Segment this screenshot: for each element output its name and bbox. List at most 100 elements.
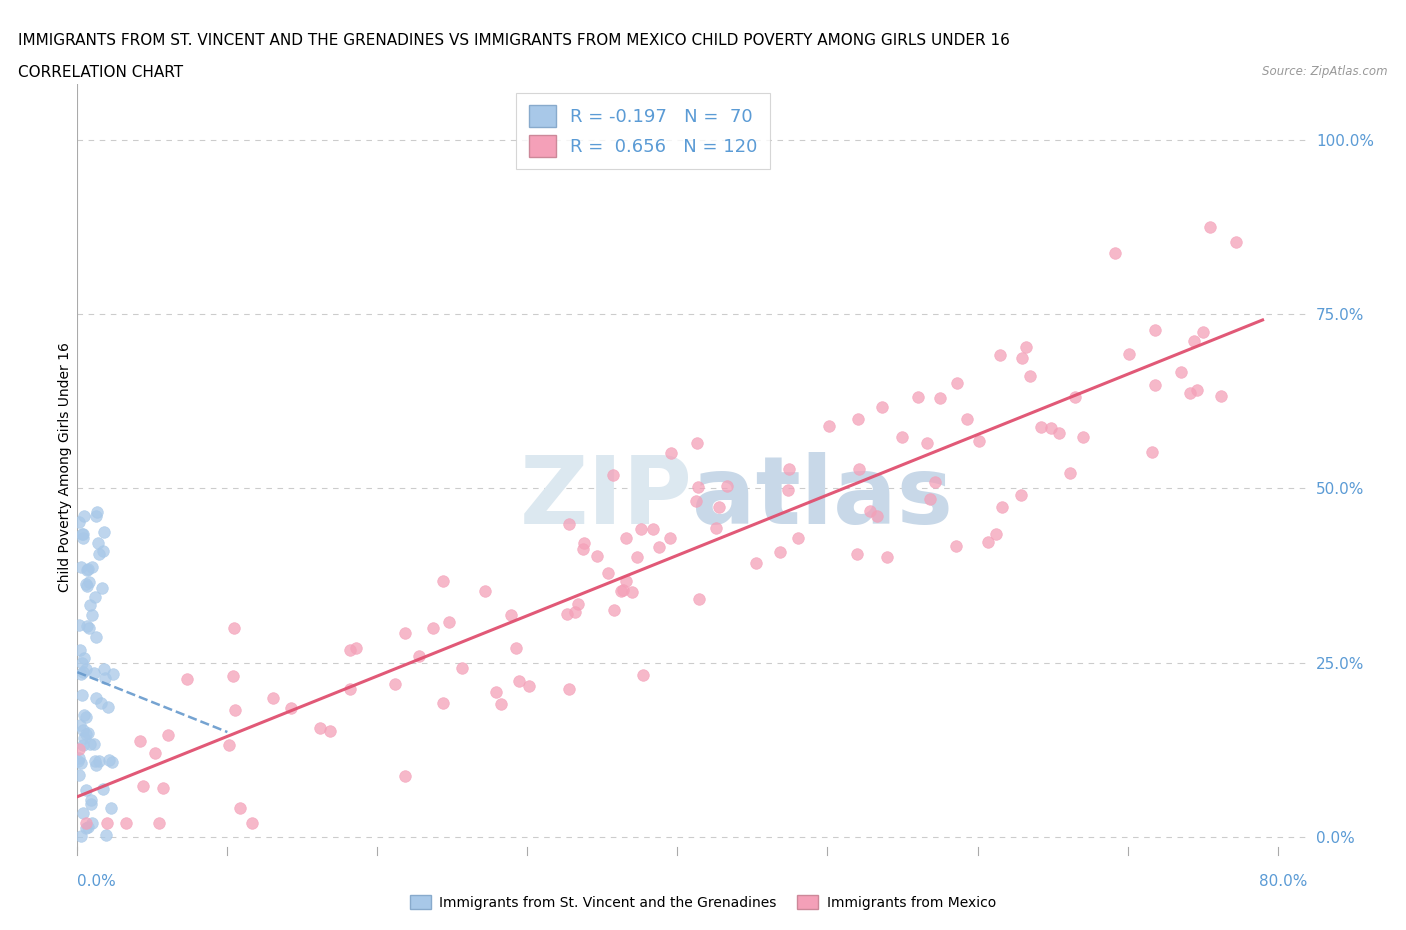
Point [97,699,120,714]
Point [686,435,709,450]
Point [1011,350,1033,365]
Point [956,411,979,426]
Point [929,391,952,405]
Point [87,753,110,768]
Point [67,618,90,632]
Point [778,483,800,498]
Point [1170,365,1192,379]
Point [558,681,581,696]
Point [89,547,111,562]
Point [339,682,361,697]
Point [82,816,104,830]
Point [82,559,104,574]
Point [394,768,416,783]
Point [984,526,1007,541]
Point [620,585,643,600]
Point [70,656,93,671]
Point [786,530,808,545]
Point [422,621,444,636]
Point [344,641,367,656]
Point [94,828,117,843]
Point [872,400,894,415]
Point [891,430,914,445]
Point [630,522,652,537]
Point [408,648,430,663]
Point [1039,420,1062,435]
Point [70,560,93,575]
Point [309,721,332,736]
Point [96,816,118,830]
Point [659,445,682,460]
Point [778,462,800,477]
Point [79,597,101,612]
Point [517,678,540,693]
Point [69,667,91,682]
Point [848,461,870,476]
Point [967,433,990,448]
Point [686,480,709,495]
Point [1029,419,1052,434]
Point [384,676,406,691]
Point [77,819,100,834]
Point [67,742,90,757]
Point [70,756,93,771]
Point [91,781,114,796]
Point [626,550,648,565]
Point [90,580,112,595]
Point [603,602,626,617]
Point [924,474,946,489]
Point [555,606,578,621]
Point [1010,487,1032,502]
Point [658,530,681,545]
Point [94,671,117,685]
Point [339,642,361,657]
Point [67,751,90,765]
Point [80,608,103,623]
Legend: R = -0.197   N =  70, R =  0.656   N = 120: R = -0.197 N = 70, R = 0.656 N = 120 [516,93,770,169]
Point [818,418,841,433]
Point [745,555,768,570]
Point [101,667,124,682]
Text: 0.0%: 0.0% [77,874,117,889]
Point [80,797,103,812]
Point [945,538,967,553]
Point [76,579,98,594]
Point [145,745,167,760]
Point [176,672,198,687]
Point [84,757,107,772]
Text: Source: ZipAtlas.com: Source: ZipAtlas.com [1263,65,1388,78]
Point [72,805,94,820]
Point [845,546,868,561]
Point [75,821,97,836]
Point [156,728,179,743]
Point [224,702,246,717]
Point [716,478,738,493]
Point [907,390,929,405]
Point [1104,246,1126,260]
Point [76,618,98,633]
Point [769,545,792,560]
Point [1225,234,1247,249]
Point [67,767,90,782]
Point [1182,334,1205,349]
Point [586,549,609,564]
Point [77,574,100,589]
Point [72,737,94,752]
Point [84,630,107,644]
Point [79,792,101,807]
Point [688,591,710,606]
Point [614,574,637,589]
Point [1144,377,1167,392]
Point [1019,369,1042,384]
Point [485,685,508,700]
Point [1198,219,1220,234]
Point [610,584,633,599]
Point [977,535,1000,550]
Point [77,725,100,740]
Point [917,435,939,450]
Point [707,500,730,515]
Point [91,544,114,559]
Point [505,641,527,656]
Point [75,783,97,798]
Point [72,531,94,546]
